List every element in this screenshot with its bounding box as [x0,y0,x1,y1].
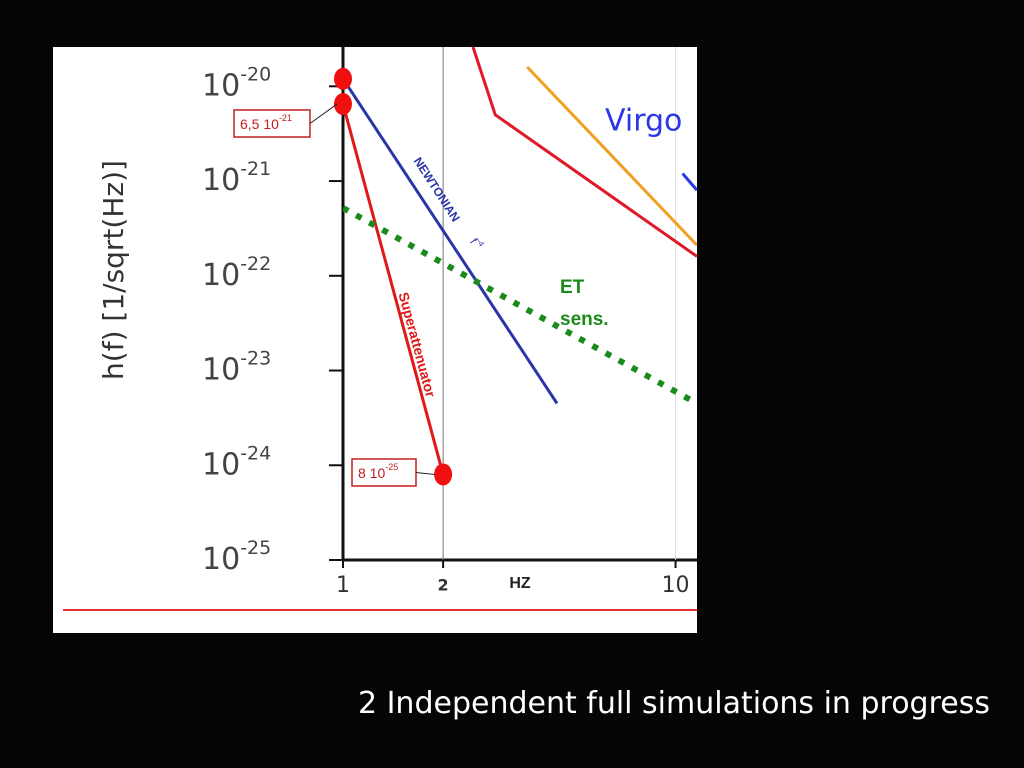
annotation-box [351,458,417,487]
series-line [471,47,697,258]
y-tick-label: 10-23 [202,347,271,387]
y-tick-label: 10-20 [202,63,271,103]
series-label: ET sens. [560,277,609,330]
annotation-exponent: -21 [279,113,292,123]
annotation: 6,5 10-21 [240,113,292,131]
point [334,93,352,116]
chart-panel [53,47,697,633]
x-axis-label: HZ [509,575,531,592]
annotation-text: 8 10 [358,465,385,481]
annotation-arrow [415,472,436,475]
annotation: 8 10-25 [358,462,398,480]
series-line [681,172,697,192]
y-tick-exponent: -21 [240,158,271,180]
x-tick-label: 10 [662,573,690,598]
y-tick-base: 10 [202,352,240,387]
y-tick-label: 10-22 [202,252,271,292]
annotation-text: 6,5 10 [240,116,279,132]
series-line [526,65,697,247]
y-tick-base: 10 [202,68,240,103]
y-tick-base: 10 [202,163,240,198]
x-tick-label: 1 [336,573,350,598]
y-tick-label: 10-24 [202,442,271,482]
y-tick-exponent: -20 [240,63,271,85]
y-tick-exponent: -24 [240,442,271,464]
y-tick-exponent: -22 [240,252,271,274]
y-tick-base: 10 [202,542,240,577]
series-line [343,103,445,475]
y-tick-label: 10-25 [202,537,271,577]
series-line [343,77,559,405]
caption: 2 Independent full simulations in progre… [357,686,990,721]
series-label-f: f [467,236,481,247]
y-tick-base: 10 [202,447,240,482]
series-label-exponent: -4 [475,237,487,248]
series-label: f-4 [467,235,486,253]
y-tick-base: 10 [202,257,240,292]
point [434,463,453,486]
x-tick-label: 2 [438,576,449,595]
y-tick-exponent: -23 [240,347,271,369]
point [334,67,352,90]
y-tick-label: 10-21 [202,158,271,198]
series-label: Virgo [605,104,682,139]
y-tick-exponent: -25 [240,537,271,559]
y-axis-label: h(f) [1/sqrt(Hz)] [97,160,130,380]
annotation-box [233,109,311,138]
annotation-exponent: -25 [385,462,398,472]
annotation-arrow [309,103,338,124]
